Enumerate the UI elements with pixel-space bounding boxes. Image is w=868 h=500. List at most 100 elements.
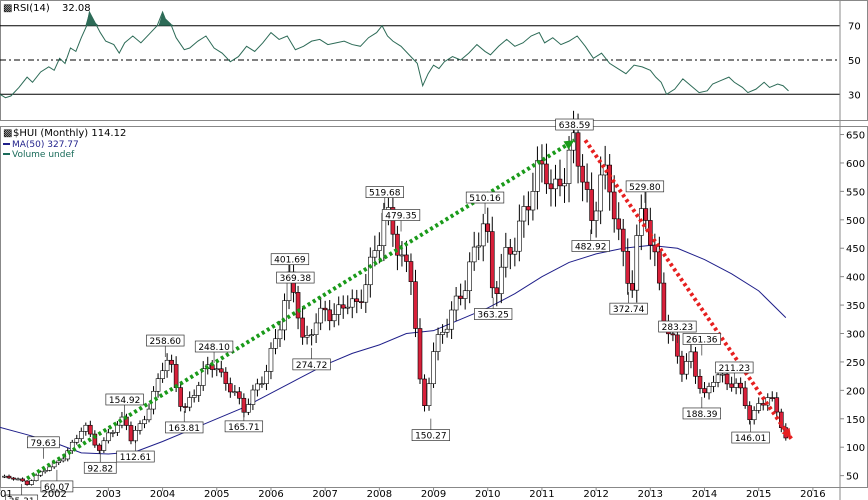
candle-body xyxy=(133,430,138,442)
candle-body xyxy=(517,220,522,252)
candle-body xyxy=(485,223,491,232)
candle-body xyxy=(733,382,739,388)
candle-body xyxy=(638,208,644,236)
candle-body xyxy=(580,165,585,183)
annotation-box xyxy=(365,186,404,198)
candle-body xyxy=(11,477,16,480)
x-tick-label: 2001 xyxy=(0,489,13,500)
x-tick-label: 2004 xyxy=(150,489,175,500)
price-y-tick-label: 400 xyxy=(846,273,865,284)
candle-body xyxy=(413,281,418,329)
annotation-label: 369.38 xyxy=(280,274,312,284)
annotation-box xyxy=(609,302,648,315)
candle-body xyxy=(747,405,752,421)
candle-body xyxy=(562,183,567,187)
rsi-overbought-fill xyxy=(85,12,99,26)
candle-body xyxy=(65,450,71,460)
candle-body xyxy=(322,307,328,311)
x-axis: 2001 2002 2003 2004 2005 2006 2007 2008 2009 2010… xyxy=(0,0,841,500)
candle-body xyxy=(327,309,332,322)
candle-body xyxy=(218,368,224,373)
rsi-panel: 70 50 30 ▩ RSI(14) 32.08 xyxy=(0,0,868,121)
candle-body xyxy=(738,382,743,389)
annotation-box xyxy=(276,271,315,284)
annotation-box xyxy=(682,333,721,345)
annotation-box xyxy=(194,340,234,353)
candle-body xyxy=(354,298,360,302)
candle-body xyxy=(349,298,355,308)
candle-body xyxy=(471,246,477,263)
candle-body xyxy=(74,438,80,443)
candle-body xyxy=(774,397,780,413)
annotation-box xyxy=(411,429,450,441)
candle-body xyxy=(751,410,757,421)
trend-arrow-head xyxy=(563,140,575,150)
candle-body xyxy=(657,251,662,284)
candle-body xyxy=(377,245,382,251)
candle-body xyxy=(97,444,102,451)
candle-body xyxy=(237,391,242,399)
candle-body xyxy=(358,301,364,303)
candle-body xyxy=(553,178,558,190)
price-y-tick-label: 250 xyxy=(846,358,865,369)
candle-body xyxy=(309,334,314,336)
candle-body xyxy=(760,403,766,406)
annotation-box xyxy=(116,450,155,463)
annotation-label: 510.16 xyxy=(469,194,501,204)
rsi-tick-label: 30 xyxy=(848,90,861,101)
x-tick-label: 2002 xyxy=(41,489,66,500)
candle-body xyxy=(128,425,134,442)
candle-body xyxy=(191,395,197,398)
candle-body xyxy=(417,328,423,380)
candle-body xyxy=(101,440,107,451)
candle-body xyxy=(160,370,165,379)
price-y-tick-label: 350 xyxy=(846,301,865,312)
candle-body xyxy=(42,470,48,473)
candle-body xyxy=(489,231,495,289)
candle-body xyxy=(255,383,260,391)
candle-body xyxy=(462,290,468,299)
annotation-box xyxy=(474,308,513,320)
candle-body xyxy=(756,403,762,411)
price-y-tick-label: 650 xyxy=(846,131,865,142)
annotation-label: 401.69 xyxy=(274,256,306,266)
price-y-tick-label: 500 xyxy=(846,216,865,227)
candle-body xyxy=(151,390,156,410)
candle-body xyxy=(467,261,472,292)
candle-body xyxy=(88,424,93,435)
candle-body xyxy=(742,387,748,406)
candle-body xyxy=(83,424,89,432)
annotation-label: 363.25 xyxy=(477,311,509,321)
candle-body xyxy=(250,389,256,405)
candle-body xyxy=(422,378,427,406)
rsi-icon: ▩ xyxy=(3,3,12,14)
candle-body xyxy=(643,208,649,221)
candle-body xyxy=(688,351,694,362)
candle-body xyxy=(155,378,161,392)
annotation-box xyxy=(731,431,770,444)
x-tick-label: 2012 xyxy=(583,489,608,500)
candle-body xyxy=(142,419,147,425)
candle-body xyxy=(169,359,174,365)
candle-body xyxy=(295,292,301,319)
annotation-box xyxy=(83,461,117,474)
candle-body xyxy=(115,424,120,433)
candle-body xyxy=(78,431,84,439)
annotation-label: 479.35 xyxy=(385,212,417,222)
annotation-label: 258.60 xyxy=(150,337,182,347)
candle-body xyxy=(214,368,220,371)
x-tick-label: 2007 xyxy=(312,489,337,500)
candle-body xyxy=(24,480,30,485)
annotation-box xyxy=(381,209,421,221)
candle-body xyxy=(368,256,373,286)
x-tick-label: 2014 xyxy=(692,489,717,500)
x-tick-label: 2011 xyxy=(529,489,554,500)
candle-body xyxy=(196,385,202,396)
candle-body xyxy=(729,383,734,388)
candle-body xyxy=(679,355,685,375)
candle-body xyxy=(300,317,305,338)
candle-body xyxy=(566,149,572,184)
candle-body xyxy=(431,351,436,385)
annotation-label: 261.36 xyxy=(686,335,718,345)
